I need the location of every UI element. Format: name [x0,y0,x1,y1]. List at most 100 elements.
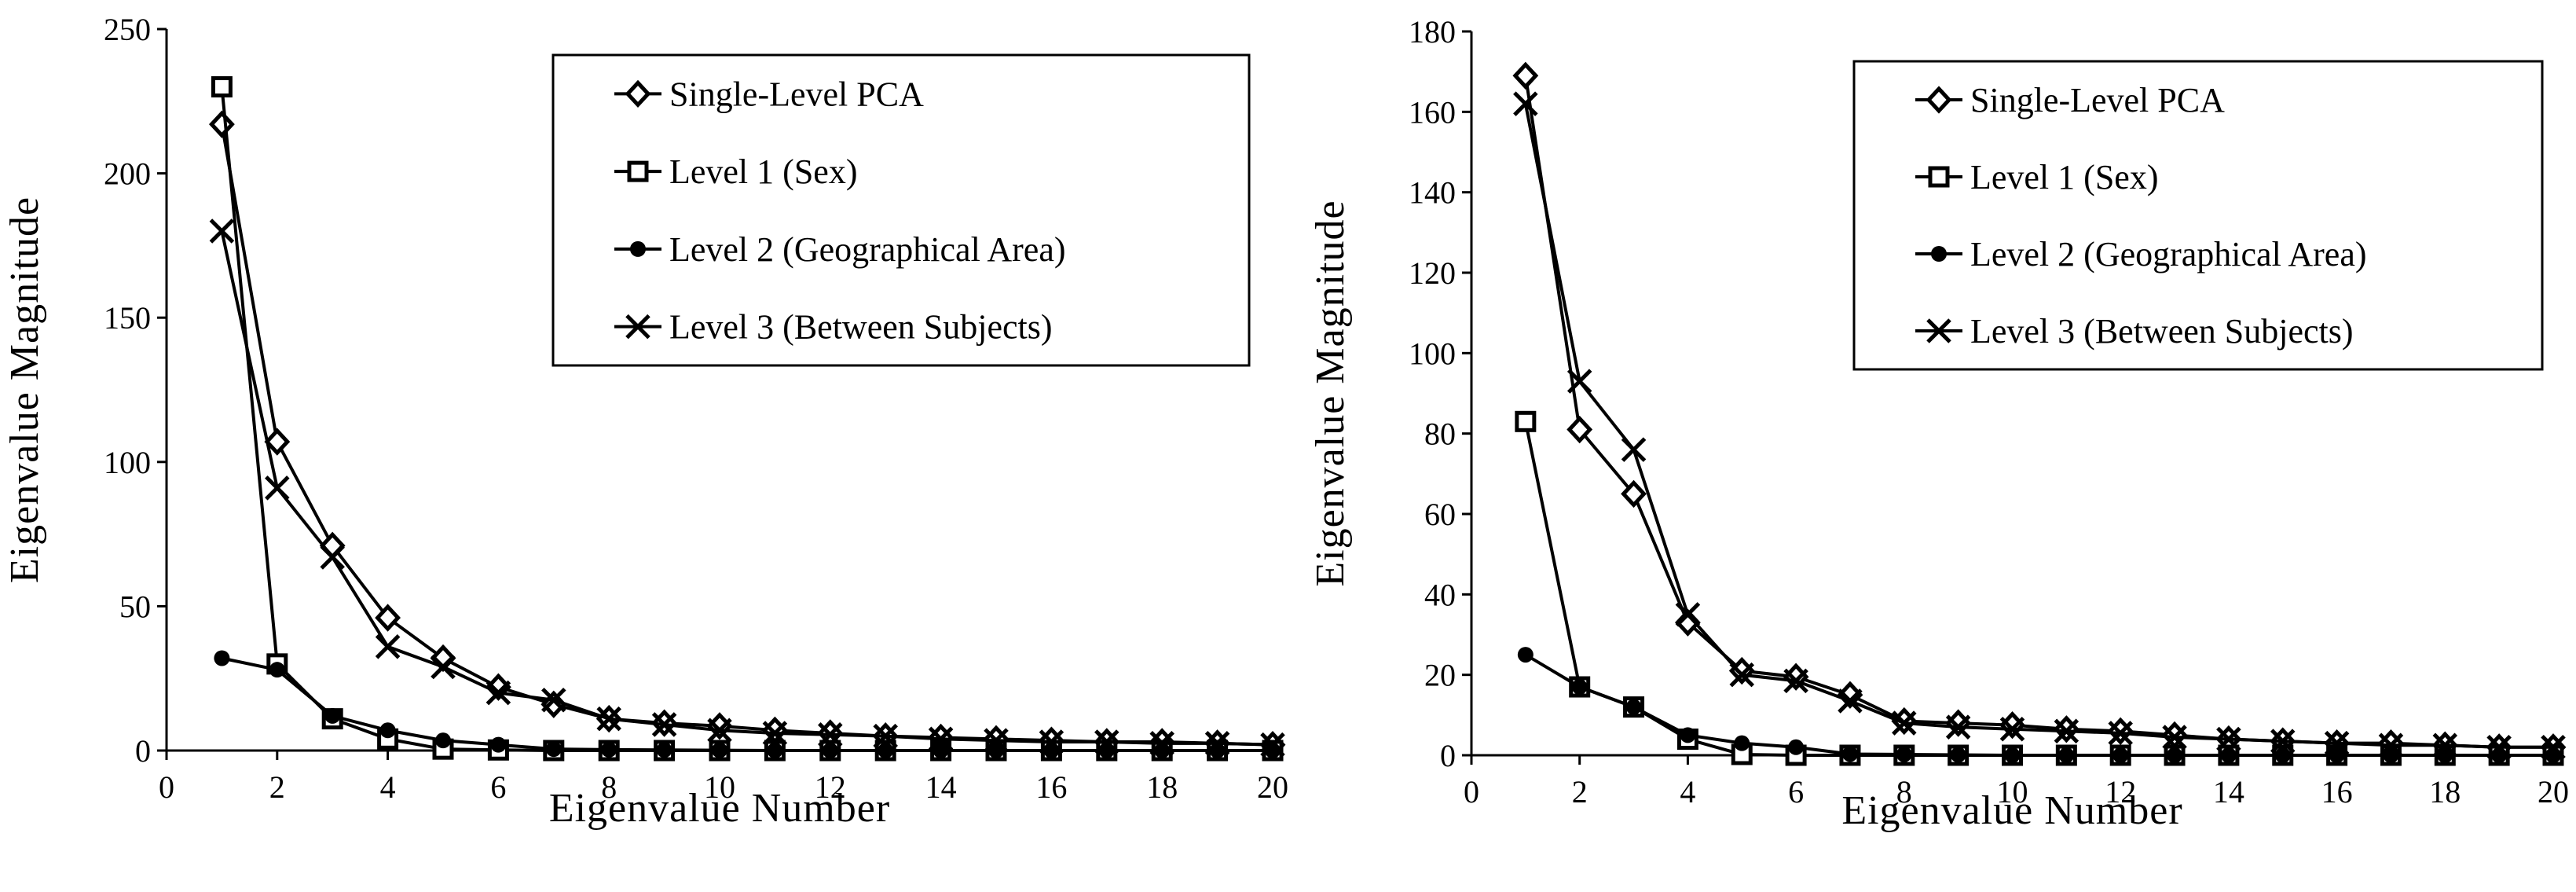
data-point [2329,747,2345,763]
y-axis-label: Eigenvalue Magnitude [2,196,47,583]
data-point [1950,747,1966,763]
data-point [324,707,341,724]
data-point [2167,747,2183,763]
data-point [712,742,727,758]
data-point [320,545,345,570]
data-point [933,743,949,758]
data-point [1999,710,2025,740]
data-point [264,428,291,456]
legend-marker-circle [1931,246,1947,262]
x-tick-label: 6 [1788,774,1804,809]
x-tick-label: 20 [1257,769,1288,805]
data-point [1788,739,1805,755]
data-point [1094,729,1119,754]
data-point [656,742,672,758]
x-tick-label: 2 [269,769,285,805]
x-tick-label: 18 [1146,769,1178,805]
x-tick-label: 16 [1035,769,1067,805]
y-tick-label: 120 [1409,255,1456,291]
legend-label: Level 2 (Geographical Area) [669,230,1066,269]
legend-label: Single-Level PCA [669,75,924,113]
legend-label: Level 3 (Between Subjects) [1970,312,2354,351]
data-point [2432,732,2458,758]
data-point [822,743,838,758]
legend-marker-x [1926,318,1951,343]
legend: Single-Level PCA Level 1 (Sex) Level 2 (Ge… [551,53,1251,367]
data-point [1149,731,1174,756]
data-point [818,722,843,747]
x-tick-label: 4 [380,769,396,805]
data-point [1945,714,1971,740]
data-point [1039,729,1064,754]
y-tick-label: 180 [1409,14,1456,50]
data-point [1621,479,1647,508]
data-point [2541,734,2566,760]
data-point [1260,732,1285,758]
data-point [1204,731,1230,756]
data-point [762,721,788,746]
data-point [2216,726,2241,752]
x-tick-label: 16 [2321,774,2353,809]
data-point [1892,710,1917,736]
data-point [1566,369,1592,394]
data-point [984,728,1009,753]
legend-label: Level 3 (Between Subjects) [669,308,1053,347]
x-tick-label: 14 [2213,774,2244,809]
data-point [2108,721,2133,746]
y-tick-label: 140 [1409,175,1456,211]
data-point [707,718,732,743]
y-tick-label: 100 [1409,336,1456,371]
y-tick-label: 160 [1409,94,1456,130]
data-point [1838,688,1863,714]
legend-marker-square [627,160,649,182]
x-axis-label: Eigenvalue Number [549,786,890,831]
y-tick-label: 100 [104,445,151,480]
data-point [1566,415,1593,444]
y-tick-label: 50 [119,589,151,624]
data-point [265,475,290,501]
y-tick-label: 60 [1424,497,1456,532]
legend-marker-diamond [625,79,651,108]
chart-1: 0 50 100 150 200 250 0 2 4 6 8 10 12 14 16 18 20 Eigenval… [2,12,1288,831]
y-tick-label: 40 [1424,577,1456,612]
data-point [2162,725,2187,750]
data-point [541,687,566,713]
legend-marker-square [1928,166,1950,188]
data-point [873,723,898,749]
data-point [1734,735,1750,751]
x-axis-label: Eigenvalue Number [1841,788,2182,833]
data-point [1571,679,1588,696]
x-tick-label: 6 [490,769,506,805]
data-point [2058,747,2075,763]
data-point [208,110,235,138]
series-line [220,230,1273,747]
legend-marker-circle [630,240,646,257]
data-point [269,662,285,678]
x-tick-label: 0 [1464,774,1479,809]
x-tick-label: 4 [1680,774,1695,809]
x-tick-label: 20 [2538,774,2569,809]
y-tick-label: 80 [1424,417,1456,452]
data-point [1513,91,1538,116]
data-point [214,650,230,666]
data-point [2004,747,2021,763]
series-x [209,218,1285,758]
legend-label: Level 2 (Geographical Area) [1970,235,2367,273]
legend-box [1852,60,2544,371]
data-point [2486,734,2512,760]
data-point [1945,709,1972,737]
data-point [928,726,954,752]
data-point [431,654,456,680]
data-point [2274,747,2291,763]
data-point [545,741,562,758]
y-tick-label: 250 [104,12,151,47]
x-tick-label: 12 [815,769,846,805]
data-point [379,722,396,739]
x-tick-label: 8 [1896,774,1912,809]
data-point [486,680,511,706]
data-point [209,218,235,244]
x-tick-label: 0 [159,769,174,805]
data-point [1896,746,1912,762]
data-point [375,604,401,632]
